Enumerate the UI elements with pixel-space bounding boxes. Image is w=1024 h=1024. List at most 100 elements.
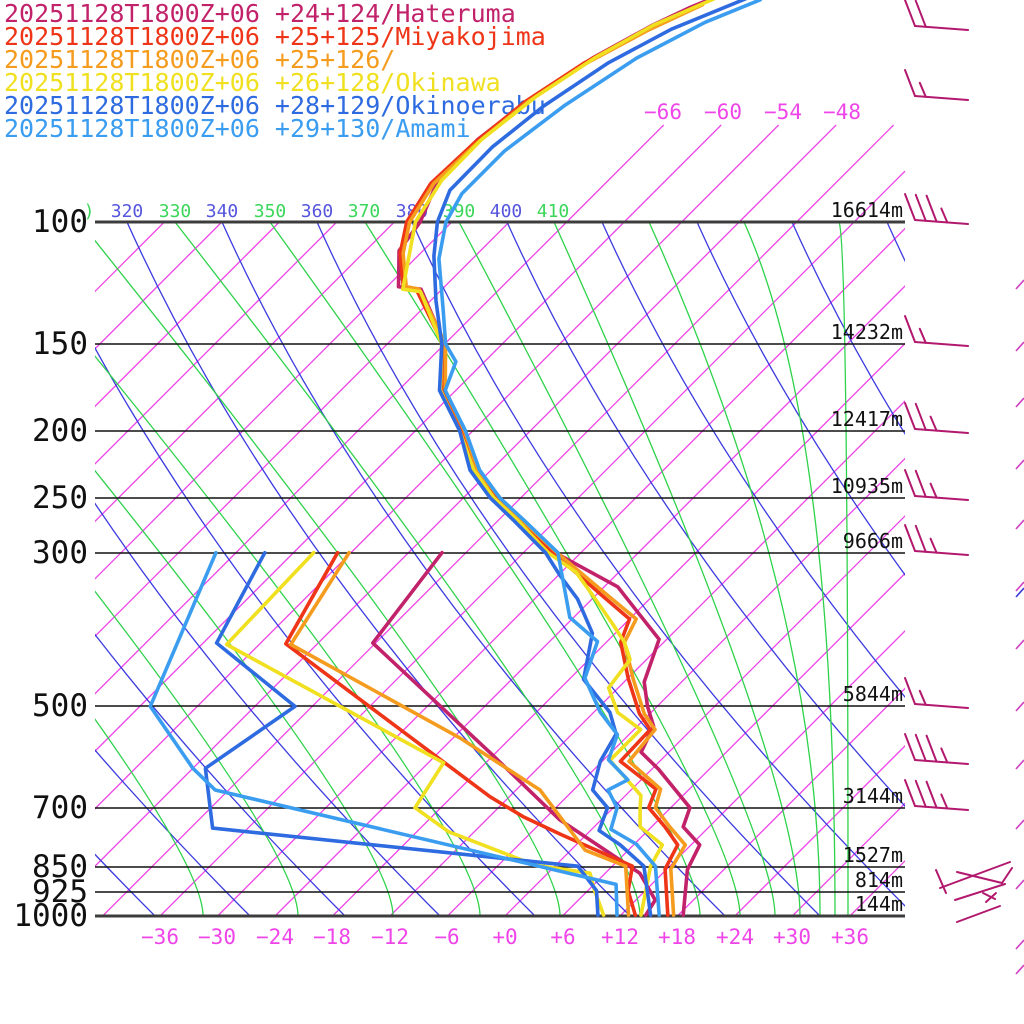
Hateruma-dewpoint-trace: [371, 550, 657, 917]
dry-adiabat-line: [95, 633, 346, 916]
surface-wind-cluster: [935, 861, 1013, 923]
wind-barb: [904, 69, 969, 101]
grid-lines: [95, 222, 905, 916]
temp-axis-label: −12: [371, 925, 409, 949]
wind-barb-half-feather: [918, 327, 927, 344]
wind-barb-half-feather: [929, 482, 938, 499]
upper-temp-label: −66: [644, 100, 682, 124]
isotherm-line: [95, 222, 625, 753]
temp-axis-label: +24: [716, 925, 754, 949]
dry-adiabat-line: [886, 222, 905, 263]
edge-tick: [1015, 964, 1024, 975]
dry-adiabat-line: [411, 222, 905, 907]
edge-tick: [1015, 581, 1024, 592]
wind-barb-feather: [925, 734, 938, 763]
wind-barb: [904, 402, 969, 434]
wind-barb: [904, 193, 969, 225]
wind-barb: [904, 524, 969, 556]
pressure-label: 250: [32, 480, 88, 516]
dry-adiabat-line: [95, 749, 251, 916]
wind-barb-half-feather: [940, 747, 949, 764]
theta-label: 400: [490, 201, 523, 222]
wind-barb-staff: [914, 759, 969, 765]
temp-axis-label: +30: [773, 925, 811, 949]
edge-tick: [1015, 759, 1024, 770]
wind-barb: [904, 779, 969, 811]
wind-barb-half-feather: [918, 81, 927, 98]
isotherm-extension-line: [566, 124, 665, 223]
wind-barb-feather: [904, 677, 916, 705]
upper-temp-label: −54: [764, 100, 802, 124]
upper-temp-label: −60: [704, 100, 742, 124]
isotherm-line: [95, 222, 280, 408]
theta-label: 320: [111, 201, 144, 222]
isotherm-line: [95, 222, 740, 868]
wind-barb-feather: [904, 0, 916, 27]
wind-barb-column: [904, 0, 969, 811]
pressure-label: 850: [32, 849, 88, 885]
wind-barb-staff: [914, 341, 969, 347]
wind-barb-feather: [904, 733, 916, 761]
isotherm-extension-line: [796, 124, 895, 223]
pressure-label: 150: [32, 326, 88, 362]
height-label: 3144m: [843, 784, 903, 808]
height-label: 12417m: [831, 407, 903, 431]
legend-entry-amami: 20251128T1800Z+06 +29+130/Amami: [4, 114, 471, 143]
legend-entry-okinawa: 20251128T1800Z+06 +26+128/Okinawa: [4, 68, 501, 97]
isotherm-grid: [95, 222, 905, 916]
isotherm-line: [332, 342, 905, 916]
moist-adiabat-line: [838, 222, 849, 916]
Okinoerabu-temperature-trace: [432, 0, 748, 917]
wind-barb-staff: [914, 495, 969, 501]
isotherm-line: [95, 222, 510, 638]
wind-barb-feather: [904, 469, 916, 497]
height-label: 5844m: [843, 682, 903, 706]
isotherm-line: [504, 515, 905, 916]
dry-adiabat-grid: [95, 222, 905, 916]
wind-barb-staff: [914, 95, 969, 101]
wind-barb-segment: [956, 905, 1001, 923]
theta-label: 370: [348, 201, 381, 222]
moist-adiabat-line: [553, 222, 801, 916]
edge-tick: [1015, 341, 1024, 352]
isotherm-extension-line: [738, 124, 837, 223]
legend-entry-okinoerabu: 20251128T1800Z+06 +28+129/Okinoerabu: [4, 91, 546, 120]
Miyakojima-dewpoint-trace: [284, 550, 638, 917]
isotherm-line: [159, 222, 855, 916]
wind-barb-segment: [985, 892, 997, 903]
height-label: 14232m: [831, 320, 903, 344]
wind-barb-feather: [914, 733, 927, 762]
wind-barb: [904, 469, 969, 501]
wind-barb-half-feather: [940, 793, 949, 810]
edge-tick: [1015, 519, 1024, 530]
theta-label: 410: [537, 201, 570, 222]
temp-axis-label: −6: [434, 925, 459, 949]
moist-adiabat-line: [95, 469, 394, 916]
wind-barb-staff: [914, 703, 969, 709]
theta-label: 330: [159, 201, 192, 222]
isotherm-extension-line: [681, 124, 780, 223]
wind-barb-staff: [914, 428, 969, 434]
temp-axis-label: −18: [313, 925, 351, 949]
wind-barb-segment: [954, 883, 1006, 901]
wind-barb-feather: [925, 780, 938, 809]
moist-adiabat-line: [458, 222, 776, 916]
legend-entry-25-126: 20251128T1800Z+06 +25+126/: [4, 45, 396, 74]
Amami-temperature-trace: [437, 0, 762, 917]
wind-barb-feather: [904, 524, 916, 552]
wind-barb-feather: [925, 194, 938, 223]
temp-axis-label: +12: [601, 925, 639, 949]
edge-tick: [1015, 879, 1024, 890]
dry-adiabat-line: [95, 502, 441, 916]
dry-adiabat-line: [696, 222, 905, 576]
pressure-lines: [95, 220, 905, 918]
upper-temp-label: −48: [823, 100, 861, 124]
height-label: 10935m: [831, 474, 903, 498]
temp-axis-label: +36: [831, 925, 869, 949]
height-label: 1527m: [843, 843, 903, 867]
isotherm-extension-line: [853, 170, 906, 223]
wind-barb-staff: [914, 219, 969, 225]
dry-adiabat-line: [95, 346, 536, 916]
